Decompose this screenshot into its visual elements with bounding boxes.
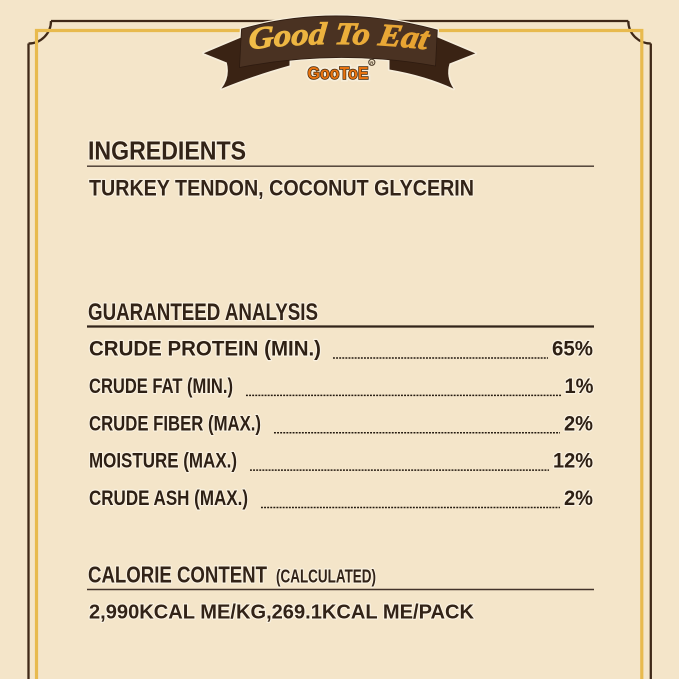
svg-text:2%: 2%: [564, 412, 593, 435]
svg-text:12%: 12%: [553, 450, 593, 473]
svg-text:65%: 65%: [552, 338, 593, 361]
svg-text:CRUDE ASH (MAX.): CRUDE ASH (MAX.): [89, 487, 248, 510]
svg-text:1%: 1%: [565, 375, 594, 398]
svg-text:INGREDIENTS: INGREDIENTS: [88, 138, 246, 166]
svg-text:2%: 2%: [564, 487, 593, 510]
svg-text:2,990KCAL ME/KG,269.1KCAL ME/P: 2,990KCAL ME/KG,269.1KCAL ME/PACK: [89, 601, 474, 624]
svg-text:CRUDE FIBER (MAX.): CRUDE FIBER (MAX.): [89, 412, 261, 435]
svg-text:(CALCULATED): (CALCULATED): [276, 566, 376, 586]
svg-text:TURKEY TENDON, COCONUT GLYCERI: TURKEY TENDON, COCONUT GLYCERIN: [89, 176, 474, 201]
svg-text:R: R: [370, 60, 374, 66]
svg-text:CRUDE FAT (MIN.): CRUDE FAT (MIN.): [89, 375, 233, 398]
svg-text:CALORIE CONTENT: CALORIE CONTENT: [88, 561, 268, 587]
svg-text:GooToE: GooToE: [308, 63, 369, 83]
svg-text:GUARANTEED ANALYSIS: GUARANTEED ANALYSIS: [88, 299, 318, 326]
svg-text:MOISTURE (MAX.): MOISTURE (MAX.): [89, 450, 237, 473]
svg-text:GooToE: GooToE: [308, 63, 369, 83]
svg-text:CRUDE PROTEIN (MIN.): CRUDE PROTEIN (MIN.): [89, 338, 321, 361]
svg-text:Good To Eat: Good To Eat: [245, 16, 434, 56]
